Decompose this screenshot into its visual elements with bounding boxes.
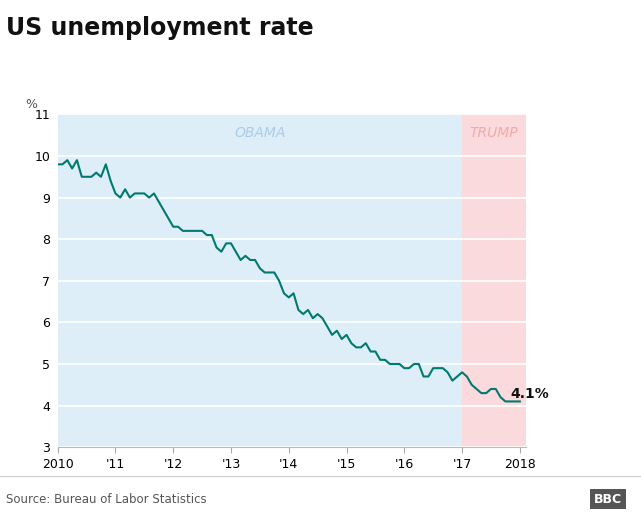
Text: %: % bbox=[25, 98, 37, 111]
Text: Source: Bureau of Labor Statistics: Source: Bureau of Labor Statistics bbox=[6, 493, 207, 505]
Text: US unemployment rate: US unemployment rate bbox=[6, 16, 314, 40]
Bar bbox=[462, 114, 526, 447]
Text: OBAMA: OBAMA bbox=[234, 126, 286, 140]
Text: TRUMP: TRUMP bbox=[470, 126, 518, 140]
Text: BBC: BBC bbox=[594, 493, 622, 505]
Bar bbox=[58, 114, 462, 447]
Text: 4.1%: 4.1% bbox=[510, 387, 549, 401]
